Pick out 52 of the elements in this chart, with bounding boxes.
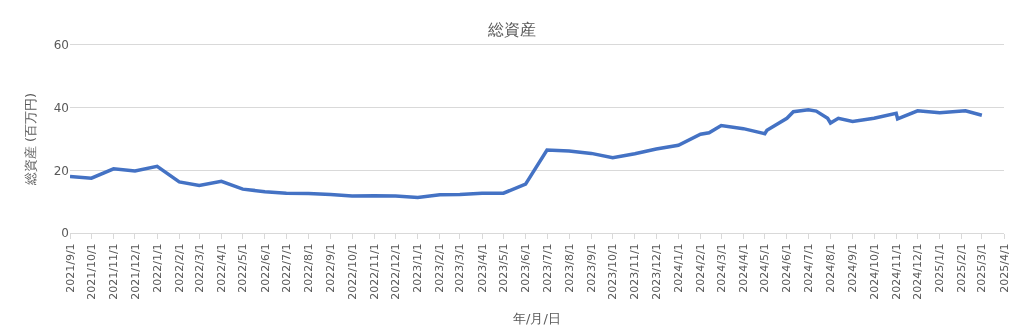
y-tick-label: 40 [53,100,69,115]
x-tick-label: 2022/10/1 [345,243,359,300]
x-tick-label: 2022/4/1 [214,243,228,293]
x-tick-label: 2024/11/1 [889,243,903,300]
x-tick-label: 2023/6/1 [519,243,533,293]
x-tick-label: 2023/7/1 [540,243,554,293]
x-tick-label: 2022/1/1 [150,243,164,293]
x-tick-label: 2022/5/1 [236,243,250,293]
y-axis-title: 総資産 (百万円) [22,92,38,187]
x-tick-label: 2022/7/1 [279,243,293,293]
x-tick-label: 2023/10/1 [606,243,620,300]
x-tick-label: 2021/9/1 [63,243,77,293]
x-tick-label: 2023/2/1 [433,243,447,293]
y-tick-label: 20 [53,163,69,178]
x-tick-label: 2022/6/1 [258,243,272,293]
x-tick-label: 2021/12/1 [128,243,142,300]
x-tick-label: 2023/9/1 [584,243,598,293]
x-tick-label: 2022/12/1 [389,243,403,300]
x-tick-label: 2025/1/1 [933,243,947,293]
x-tick-label: 2023/4/1 [475,243,489,293]
x-tick-label: 2024/6/1 [780,243,794,293]
x-tick-label: 2024/2/1 [694,243,708,293]
line-series [70,108,984,200]
x-tick-label: 2022/3/1 [192,243,206,293]
x-tick-label: 2025/4/1 [997,243,1011,293]
x-tick-label: 2021/11/1 [107,243,121,300]
x-tick-label: 2022/9/1 [324,243,338,293]
x-axis-title: 年/月/日 [513,311,561,327]
x-tick-label: 2024/8/1 [824,243,838,293]
x-tick-label: 2024/7/1 [801,243,815,293]
x-tick-label: 2023/12/1 [649,243,663,300]
x-tick-label: 2023/3/1 [453,243,467,293]
x-tick-label: 2023/5/1 [497,243,511,293]
y-tick-label: 0 [61,226,69,241]
x-tick-label: 2022/11/1 [367,243,381,300]
x-tick-label: 2022/8/1 [302,243,316,293]
x-tick-label: 2024/10/1 [867,243,881,300]
x-tick-label: 2024/3/1 [714,243,728,293]
x-tick-label: 2024/5/1 [758,243,772,293]
x-tick-label: 2024/12/1 [911,243,925,300]
x-tick-label: 2022/2/1 [172,243,186,293]
chart-title: 総資産 [487,19,536,39]
x-tick-label: 2024/1/1 [671,243,685,293]
x-tick-label: 2025/3/1 [975,243,989,293]
x-tick-label: 2025/2/1 [955,243,969,293]
x-tick-label: 2021/10/1 [84,243,98,300]
y-tick-label: 60 [53,38,69,53]
x-tick-label: 2024/9/1 [846,243,860,293]
x-tick-label: 2023/1/1 [411,243,425,293]
x-tick-label: 2023/8/1 [562,243,576,293]
x-tick-label: 2023/11/1 [628,243,642,300]
x-tick-label: 2024/4/1 [736,243,750,293]
